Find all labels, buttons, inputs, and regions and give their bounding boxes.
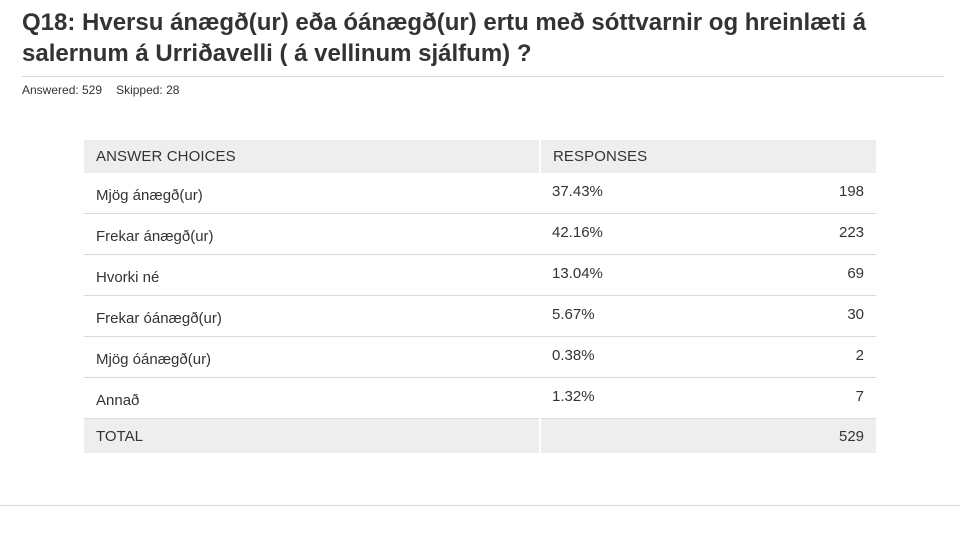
title-divider [22,76,944,77]
header-responses: RESPONSES [540,140,877,173]
table-row: Mjög óánægð(ur) 0.38% 2 [84,336,877,378]
response-stats: Answered: 529 Skipped: 28 [22,83,179,97]
response-percent: 1.32% [540,377,740,419]
answer-choice: Frekar ánægð(ur) [84,213,540,255]
answer-choices-table: ANSWER CHOICES RESPONSES Mjög ánægð(ur) … [84,140,877,453]
header-answer-choices: ANSWER CHOICES [84,140,541,173]
skipped-count: Skipped: 28 [116,83,180,97]
answer-choice: Mjög óánægð(ur) [84,336,540,378]
response-percent: 13.04% [540,254,740,296]
total-row: TOTAL 529 [84,418,877,453]
table-row: Mjög ánægð(ur) 37.43% 198 [84,173,877,214]
table-row: Frekar ánægð(ur) 42.16% 223 [84,213,877,255]
answer-choice: Mjög ánægð(ur) [84,173,540,214]
table-row: Hvorki né 13.04% 69 [84,254,877,296]
response-count: 223 [740,213,877,255]
total-label: TOTAL [84,418,541,453]
response-count: 7 [740,377,877,419]
answer-choice: Frekar óánægð(ur) [84,295,540,337]
total-spacer [540,418,740,453]
table-row: Annað 1.32% 7 [84,377,877,419]
response-count: 69 [740,254,877,296]
table-header-row: ANSWER CHOICES RESPONSES [84,140,877,173]
footer-divider [0,505,960,506]
response-percent: 0.38% [540,336,740,378]
response-count: 198 [740,173,877,214]
answer-choice: Annað [84,377,540,419]
answered-count: Answered: 529 [22,83,103,97]
table-row: Frekar óánægð(ur) 5.67% 30 [84,295,877,337]
total-count: 529 [740,418,877,453]
response-count: 30 [740,295,877,337]
response-percent: 42.16% [540,213,740,255]
response-percent: 5.67% [540,295,740,337]
question-title: Q18: Hversu ánægð(ur) eða óánægð(ur) ert… [22,9,867,67]
answer-choice: Hvorki né [84,254,540,296]
response-count: 2 [740,336,877,378]
response-percent: 37.43% [540,173,740,214]
